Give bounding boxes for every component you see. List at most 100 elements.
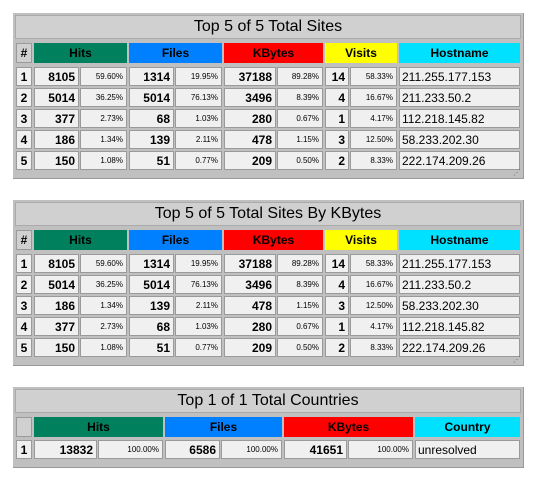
cell-hits: 8105 bbox=[34, 254, 79, 273]
header-country: Country bbox=[415, 417, 520, 437]
sites-table: # Hits Files KBytes Visits Hostname 1 810… bbox=[16, 43, 520, 173]
cell-hits: 5014 bbox=[34, 275, 79, 294]
table-row: 5 150 1.08% 51 0.77% 209 0.50% 2 8.33% 222.174.20… bbox=[16, 151, 520, 170]
cell-files: 5014 bbox=[129, 88, 174, 107]
cell-visits-pct: 4.17% bbox=[350, 317, 397, 336]
cell-hits: 5014 bbox=[34, 88, 79, 107]
header-kbytes: KBytes bbox=[224, 43, 323, 63]
cell-kbytes: 209 bbox=[224, 338, 276, 357]
cell-idx: 2 bbox=[16, 275, 32, 294]
cell-kbytes: 478 bbox=[224, 296, 276, 315]
cell-files-pct: 0.77% bbox=[175, 151, 222, 170]
cell-kbytes-pct: 0.50% bbox=[277, 151, 323, 170]
header-hits: Hits bbox=[34, 417, 163, 437]
cell-idx: 1 bbox=[16, 67, 32, 86]
cell-idx: 3 bbox=[16, 109, 32, 128]
table-row: 4 377 2.73% 68 1.03% 280 0.67% 1 4.17% 112.218.14… bbox=[16, 317, 520, 336]
header-index: # bbox=[16, 43, 32, 63]
cell-kbytes-pct: 0.50% bbox=[277, 338, 323, 357]
cell-files: 51 bbox=[129, 338, 174, 357]
cell-kbytes: 3496 bbox=[224, 275, 276, 294]
table-row: 1 8105 59.60% 1314 19.95% 37188 89.28% 14 58.33%… bbox=[16, 254, 520, 273]
cell-hits-pct: 36.25% bbox=[80, 275, 127, 294]
cell-kbytes-pct: 89.28% bbox=[277, 254, 323, 273]
cell-idx: 4 bbox=[16, 130, 32, 149]
cell-visits: 3 bbox=[325, 296, 349, 315]
cell-files: 51 bbox=[129, 151, 174, 170]
cell-hostname: 58.233.202.30 bbox=[399, 296, 520, 315]
cell-hits: 8105 bbox=[34, 67, 79, 86]
cell-kbytes: 3496 bbox=[224, 88, 276, 107]
cell-kbytes: 37188 bbox=[224, 254, 276, 273]
header-files: Files bbox=[129, 230, 222, 250]
cell-hits-pct: 2.73% bbox=[80, 109, 127, 128]
table-row: 4 186 1.34% 139 2.11% 478 1.15% 3 12.50% 58.233.2… bbox=[16, 130, 520, 149]
cell-files-pct: 2.11% bbox=[175, 296, 222, 315]
cell-hostname: 211.255.177.153 bbox=[399, 67, 520, 86]
cell-hits-pct: 59.60% bbox=[80, 254, 127, 273]
countries-header-row: # Hits Files KBytes Country bbox=[16, 417, 520, 437]
table-row: 3 377 2.73% 68 1.03% 280 0.67% 1 4.17% 112.218.14… bbox=[16, 109, 520, 128]
cell-visits: 4 bbox=[325, 88, 349, 107]
sites-title: Top 5 of 5 Total Sites bbox=[15, 15, 521, 39]
cell-kbytes: 209 bbox=[224, 151, 276, 170]
cell-files: 68 bbox=[129, 317, 174, 336]
cell-hostname: 211.255.177.153 bbox=[399, 254, 520, 273]
sites-header-row: # Hits Files KBytes Visits Hostname bbox=[16, 43, 520, 63]
header-files: Files bbox=[165, 417, 282, 437]
cell-visits: 2 bbox=[325, 151, 349, 170]
cell-files-pct: 76.13% bbox=[175, 88, 222, 107]
cell-kbytes-pct: 8.39% bbox=[277, 275, 323, 294]
cell-files: 68 bbox=[129, 109, 174, 128]
cell-kbytes: 280 bbox=[224, 109, 276, 128]
countries-title: Top 1 of 1 Total Countries bbox=[15, 389, 521, 413]
cell-kbytes-pct: 89.28% bbox=[277, 67, 323, 86]
cell-idx: 3 bbox=[16, 296, 32, 315]
cell-hits-pct: 100.00% bbox=[98, 440, 163, 459]
cell-files-pct: 1.03% bbox=[175, 317, 222, 336]
cell-hits: 13832 bbox=[34, 440, 97, 459]
cell-kbytes: 41651 bbox=[284, 440, 347, 459]
cell-visits-pct: 8.33% bbox=[350, 151, 397, 170]
sites-panel: Top 5 of 5 Total Sites # Hits Files KByt… bbox=[13, 13, 524, 179]
table-row: 1 8105 59.60% 1314 19.95% 37188 89.28% 14 58.33%… bbox=[16, 67, 520, 86]
header-hits: Hits bbox=[34, 43, 127, 63]
cell-visits-pct: 16.67% bbox=[350, 275, 397, 294]
cell-files-pct: 19.95% bbox=[175, 67, 222, 86]
cell-files: 1314 bbox=[129, 67, 174, 86]
cell-hits-pct: 1.34% bbox=[80, 296, 127, 315]
cell-visits: 1 bbox=[325, 317, 349, 336]
cell-kbytes-pct: 100.00% bbox=[348, 440, 413, 459]
cell-files: 5014 bbox=[129, 275, 174, 294]
cell-kbytes-pct: 0.67% bbox=[277, 109, 323, 128]
header-hostname: Hostname bbox=[399, 230, 520, 250]
cell-visits-pct: 58.33% bbox=[350, 67, 397, 86]
table-row: 3 186 1.34% 139 2.11% 478 1.15% 3 12.50% 58.233.2… bbox=[16, 296, 520, 315]
cell-hits-pct: 1.08% bbox=[80, 338, 127, 357]
cell-visits: 14 bbox=[325, 67, 349, 86]
cell-visits: 14 bbox=[325, 254, 349, 273]
cell-kbytes-pct: 1.15% bbox=[277, 130, 323, 149]
cell-files-pct: 76.13% bbox=[175, 275, 222, 294]
cell-hits-pct: 1.08% bbox=[80, 151, 127, 170]
cell-files-pct: 100.00% bbox=[221, 440, 282, 459]
cell-hostname: 222.174.209.26 bbox=[399, 338, 520, 357]
cell-visits-pct: 8.33% bbox=[350, 338, 397, 357]
cell-hostname: 222.174.209.26 bbox=[399, 151, 520, 170]
cell-files-pct: 0.77% bbox=[175, 338, 222, 357]
header-visits: Visits bbox=[325, 230, 397, 250]
countries-panel: Top 1 of 1 Total Countries # Hits Files … bbox=[13, 387, 524, 468]
cell-hits-pct: 59.60% bbox=[80, 67, 127, 86]
table-row: 2 5014 36.25% 5014 76.13% 3496 8.39% 4 16.67% 211… bbox=[16, 88, 520, 107]
header-hostname: Hostname bbox=[399, 43, 520, 63]
cell-kbytes: 37188 bbox=[224, 67, 276, 86]
cell-kbytes-pct: 8.39% bbox=[277, 88, 323, 107]
table-row: 5 150 1.08% 51 0.77% 209 0.50% 2 8.33% 222.174.20… bbox=[16, 338, 520, 357]
cell-hits-pct: 2.73% bbox=[80, 317, 127, 336]
cell-idx: 1 bbox=[16, 254, 32, 273]
cell-files-pct: 19.95% bbox=[175, 254, 222, 273]
table-row: 1 13832 100.00% 6586 100.00% 41651 100.00% unre… bbox=[16, 440, 520, 459]
cell-idx: 5 bbox=[16, 338, 32, 357]
cell-hostname: 112.218.145.82 bbox=[399, 317, 520, 336]
cell-hostname: 211.233.50.2 bbox=[399, 88, 520, 107]
